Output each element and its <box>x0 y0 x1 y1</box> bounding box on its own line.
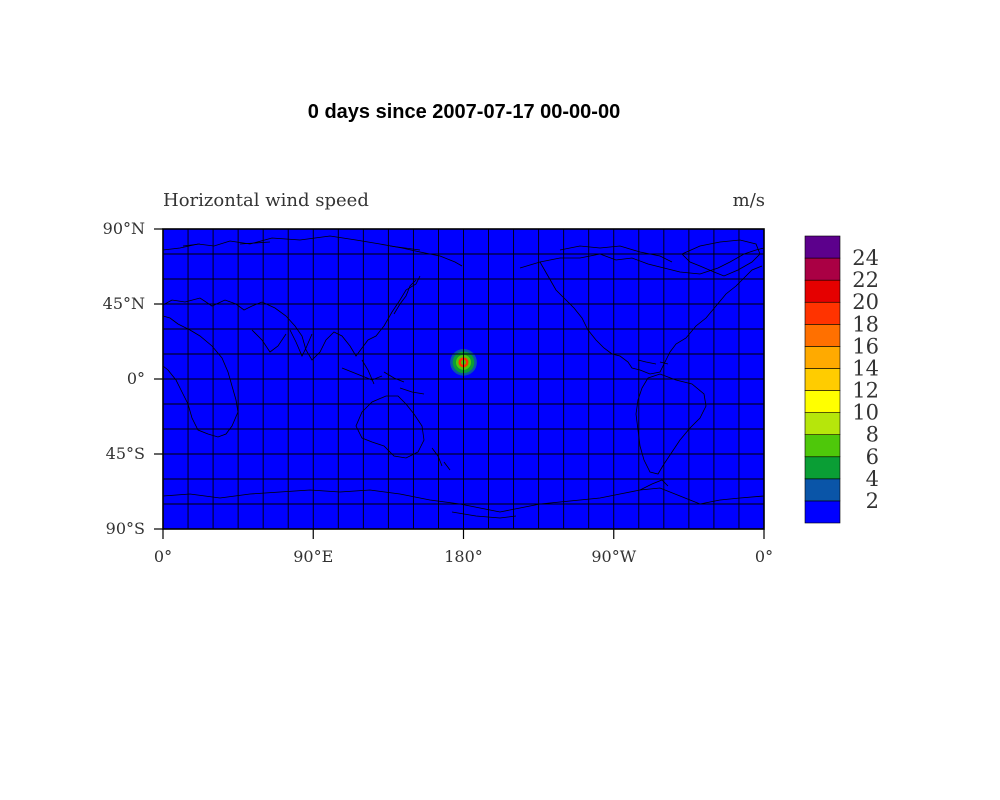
x-tick-label: 90°E <box>293 547 333 566</box>
colorbar-box <box>804 346 841 369</box>
chart-title: 0 days since 2007-07-17 00-00-00 <box>308 101 620 123</box>
colorbar-label: 18 <box>852 312 879 336</box>
y-axis-ticks: 90°N 45°N 0° 45°S 90°S <box>103 219 163 538</box>
y-tick-label: 0° <box>127 369 145 388</box>
colorbar-box <box>804 456 841 480</box>
colorbar-label: 6 <box>866 445 879 469</box>
colorbar-label: 8 <box>866 423 879 447</box>
x-tick-label: 180° <box>444 547 483 566</box>
colorbar-label: 12 <box>852 379 879 403</box>
colorbar-box <box>804 235 841 259</box>
left-string: Horizontal wind speed <box>163 190 369 211</box>
colorbar-label: 16 <box>852 334 879 358</box>
y-tick-label: 45°N <box>103 294 145 313</box>
y-tick-label: 45°S <box>106 444 145 463</box>
colorbar-box <box>804 390 841 413</box>
y-tick-label: 90°S <box>106 519 145 538</box>
x-axis-ticks: 0° 90°E 180° 90°W 0° <box>154 529 773 566</box>
colorbar-label: 22 <box>852 268 879 292</box>
map-panel: 0° 90°E 180° 90°W 0° 90°N 45°N 0° 45°S 90°S <box>103 219 773 566</box>
colorbar-box <box>804 368 841 391</box>
colorbar-label: 14 <box>852 356 879 380</box>
colorbar-box <box>804 500 841 524</box>
colorbar-label: 24 <box>852 246 879 270</box>
colorbar-label: 4 <box>866 467 879 491</box>
colorbar-box <box>804 412 841 435</box>
x-tick-label: 90°W <box>591 547 636 566</box>
x-tick-label: 0° <box>154 547 172 566</box>
colorbar-box <box>804 478 841 502</box>
colorbar-label: 20 <box>852 290 879 314</box>
colorbar-box <box>804 301 841 325</box>
x-tick-label: 0° <box>755 547 773 566</box>
colorbar-label: 10 <box>852 401 879 425</box>
colorbar-box <box>804 279 841 303</box>
colorbar-box <box>804 257 841 281</box>
colorbar-label: 2 <box>866 489 879 513</box>
colorbar-box <box>804 324 841 347</box>
coastlines <box>163 235 764 519</box>
y-tick-label: 90°N <box>103 219 145 238</box>
colorbar-box <box>804 434 841 458</box>
units-string: m/s <box>733 190 765 211</box>
lat-lon-grid <box>163 229 764 529</box>
